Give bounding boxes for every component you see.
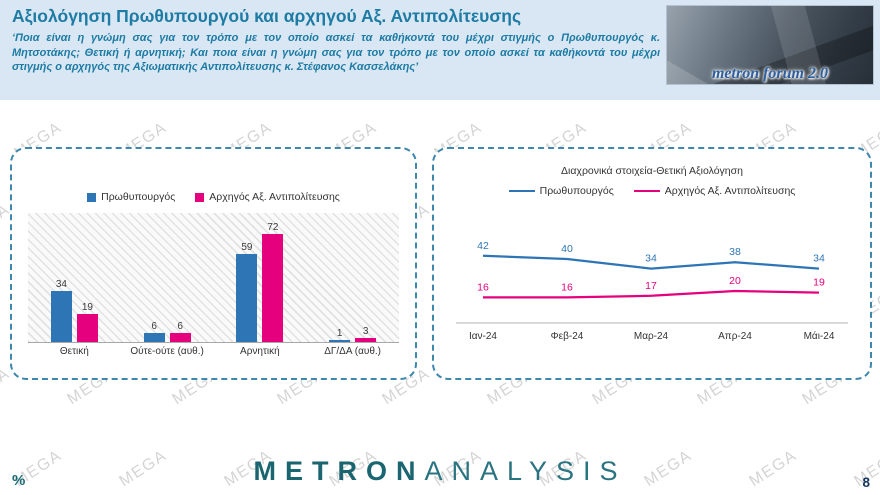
legend-item: Πρωθυπουργός <box>87 191 175 203</box>
legend-label: Αρχηγός Αξ. Αντιπολίτευσης <box>209 191 340 203</box>
metron-analysis-logo: METRONANALYSIS <box>0 456 880 487</box>
line-value-label: 40 <box>561 243 573 255</box>
line-value-label: 17 <box>645 280 657 292</box>
bar-rect <box>76 313 98 342</box>
bar-rect <box>169 333 191 342</box>
x-axis-label: Ιαν-24 <box>469 331 497 342</box>
line-chart-title: Διαχρονικά στοιχεία-Θετική Αξιολόγηση <box>561 165 743 177</box>
line-value-label: 20 <box>729 275 741 287</box>
line-value-label: 42 <box>477 240 489 252</box>
line-value-label: 16 <box>561 281 573 293</box>
category-label: Θετική <box>59 346 89 357</box>
bar-rect <box>50 291 72 342</box>
bar-value-label: 34 <box>55 279 67 291</box>
bar: 59 <box>236 242 258 342</box>
bar-value-label: 3 <box>362 325 369 337</box>
legend-line-marker <box>633 189 660 193</box>
brand-analysis: ANALYSIS <box>424 456 627 486</box>
bar-group: 59 72 <box>214 213 307 342</box>
brand-metron: METRON <box>253 456 425 486</box>
x-axis-label: Φεβ-24 <box>551 331 584 342</box>
legend-color-swatch <box>87 192 97 202</box>
bar-value-label: 72 <box>267 222 279 234</box>
metron-forum-photo: metron forum 2.0 <box>666 5 874 85</box>
bar: 19 <box>76 302 98 342</box>
bar-rect <box>329 340 351 342</box>
line-value-label: 16 <box>477 281 489 293</box>
line-series <box>482 254 820 270</box>
category-label: Αρνητική <box>240 346 280 357</box>
bar-chart-legend: Πρωθυπουργός Αρχηγός Αξ. Αντιπολίτευσης <box>12 191 415 203</box>
x-axis-label: Μάι-24 <box>804 330 835 342</box>
legend-label: Πρωθυπουργός <box>101 191 176 203</box>
bar: 3 <box>355 326 377 342</box>
line-value-label: 19 <box>813 277 825 289</box>
line-value-label: 34 <box>813 253 825 265</box>
bar: 6 <box>169 321 191 342</box>
page-title: Αξιολόγηση Πρωθυπουργού και αρχηγού Αξ. … <box>12 6 522 26</box>
legend-line-marker <box>508 189 535 193</box>
legend-label: Πρωθυπουργός <box>539 185 614 197</box>
line-value-label: 38 <box>729 246 741 258</box>
bar-group: 34 19 <box>28 213 121 342</box>
bar-plot-area: 34 19 6 6 59 72 1 3 <box>28 213 399 343</box>
header: Αξιολόγηση Πρωθυπουργού και αρχηγού Αξ. … <box>0 0 880 100</box>
bar-chart-panel: Πρωθυπουργός Αρχηγός Αξ. Αντιπολίτευσης 3… <box>10 147 417 380</box>
bar-value-label: 59 <box>241 241 253 253</box>
category-label: Ούτε-ούτε (αυθ.) <box>130 346 204 357</box>
legend-label: Αρχηγός Αξ. Αντιπολίτευσης <box>664 185 796 197</box>
line-value-label: 34 <box>645 253 657 265</box>
bar: 72 <box>262 222 284 342</box>
bar-value-label: 6 <box>151 321 157 333</box>
legend-color-swatch <box>195 192 205 202</box>
bar-rect <box>262 234 284 342</box>
bar-value-label: 1 <box>336 328 343 339</box>
bar-category-labels: Θετική Ούτε-ούτε (αυθ.) Αρνητική ΔΓ/ΔΑ (αυθ… <box>28 346 399 357</box>
line-series <box>483 289 820 299</box>
line-chart-legend: Πρωθυπουργός Αρχηγός Αξ. Αντιπολίτευσης <box>434 185 870 197</box>
survey-question-subtitle: ‘Ποια είναι η γνώμη σας για τον τρόπο με… <box>12 32 660 74</box>
legend-item: Αρχηγός Αξ. Αντιπολίτευσης <box>633 185 796 197</box>
category-label: ΔΓ/ΔΑ (αυθ.) <box>324 346 382 357</box>
photo-image <box>667 6 873 84</box>
line-chart-panel: Διαχρονικά στοιχεία-Θετική Αξιολόγηση Πρ… <box>432 147 872 380</box>
legend-item: Πρωθυπουργός <box>508 185 614 197</box>
x-axis-label: Μαρ-24 <box>634 331 669 342</box>
bar: 34 <box>50 279 72 342</box>
bar: 6 <box>143 321 165 342</box>
x-axis-label: Απρ-24 <box>718 331 752 342</box>
line-chart: 42 40 34 38 34 16 16 17 20 19 Ιαν-24 Φεβ-24 Μαρ-24 Απ… <box>456 240 848 342</box>
metron-forum-logo: metron forum 2.0 <box>711 65 828 82</box>
bar-value-label: 19 <box>81 301 93 313</box>
bar: 1 <box>329 328 351 342</box>
legend-item: Αρχηγός Αξ. Αντιπολίτευσης <box>195 191 340 203</box>
bar-rect <box>143 333 165 342</box>
page-number: 8 <box>862 475 870 490</box>
bar-rect <box>236 253 258 342</box>
bar-rect <box>355 337 377 342</box>
percent-unit-label: % <box>12 472 26 489</box>
bar-value-label: 6 <box>177 321 183 333</box>
